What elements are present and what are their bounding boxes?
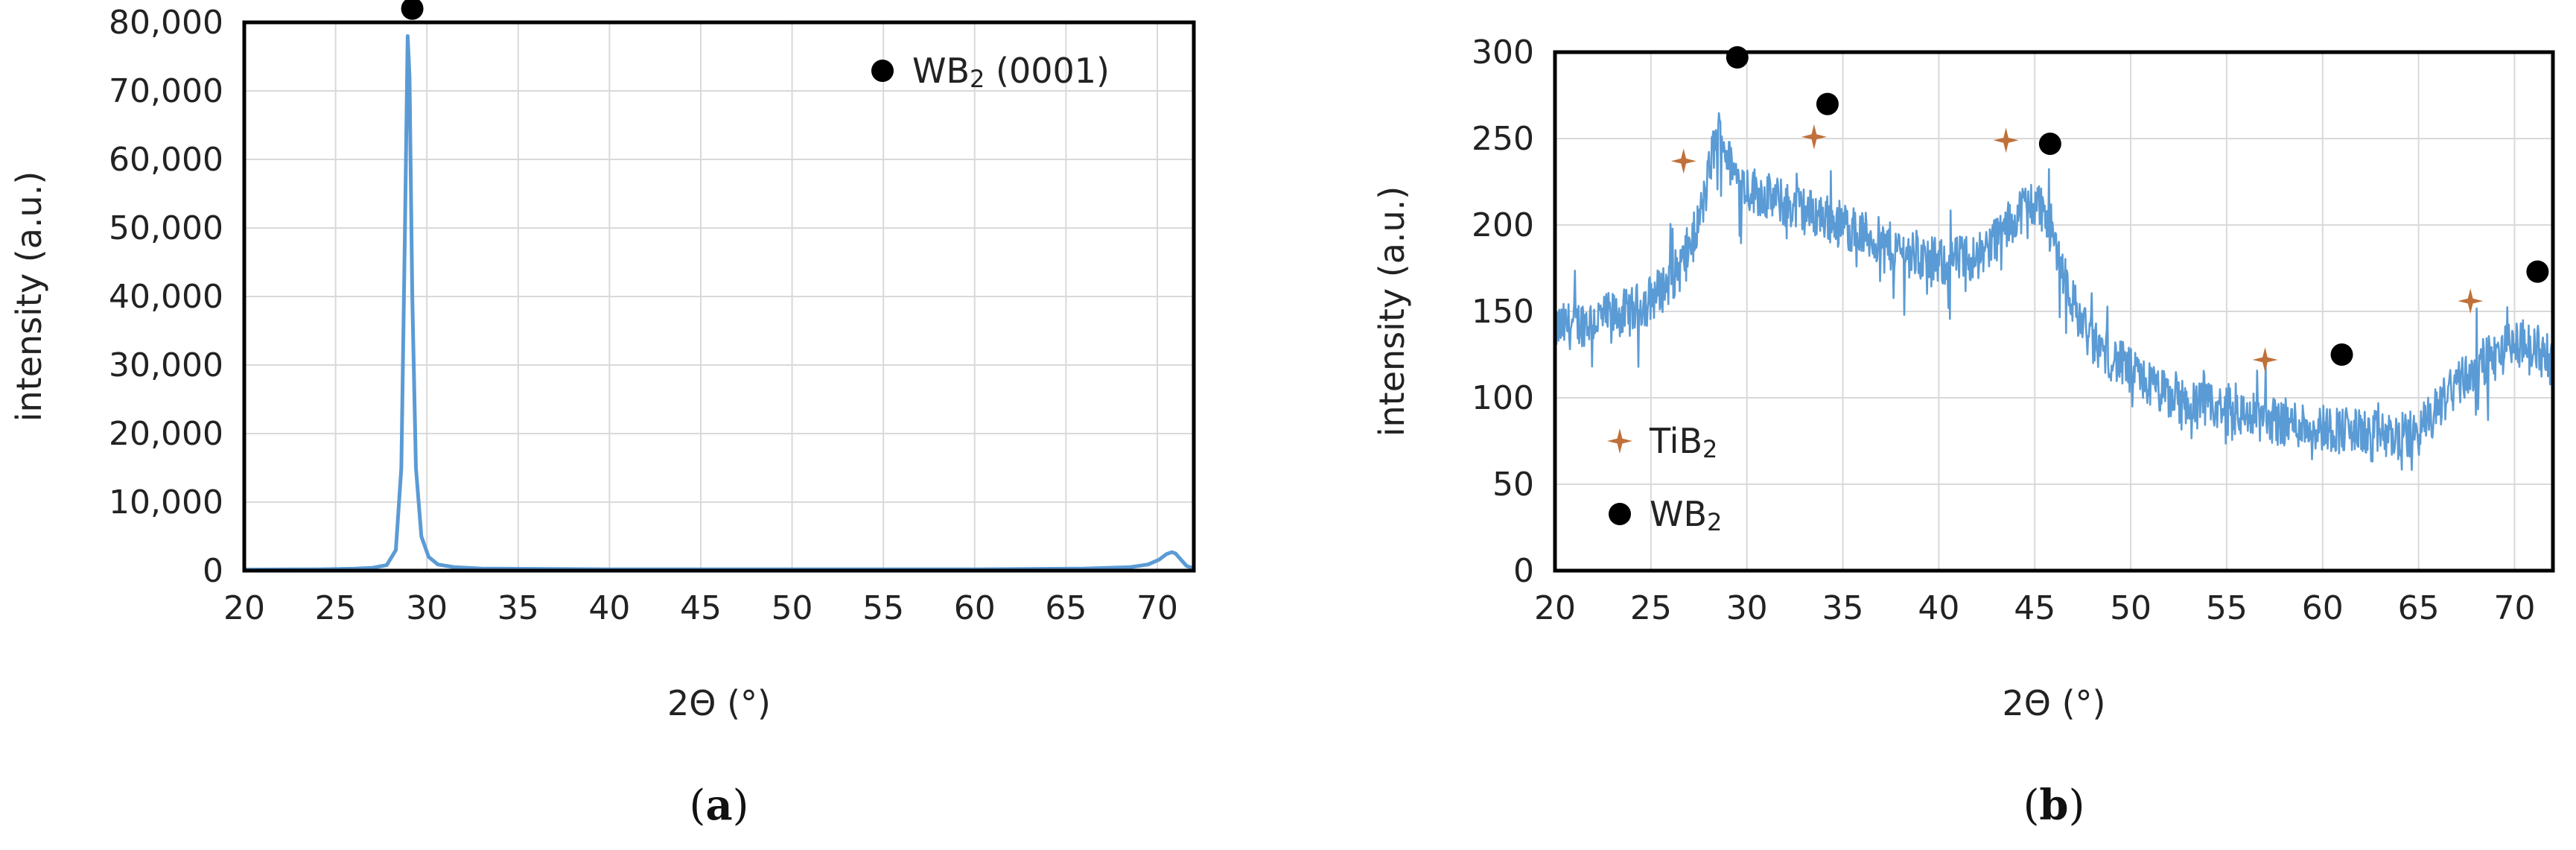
chart-b: 20 25 30 35 40 45 50 55 60 65 70 0 50 100 150 200 250 300… — [1372, 34, 2555, 830]
x-tick-label: 30 — [406, 589, 448, 627]
y-tick-label: 0 — [1513, 552, 1534, 590]
plot-frame — [1553, 50, 2555, 573]
x-tick-label: 40 — [588, 589, 630, 627]
star-marker-icon — [1607, 428, 1632, 454]
legend-label: TiB2 — [1649, 421, 1717, 463]
tib2-peak-marker — [1801, 124, 1827, 150]
x-tick-label: 20 — [223, 589, 265, 627]
y-tick-label: 100 — [1472, 379, 1534, 417]
circle-marker-icon — [871, 60, 894, 82]
y-tick-label: 70,000 — [109, 72, 223, 110]
x-tick-label: 50 — [2110, 589, 2152, 627]
subfigure-caption: (a) — [689, 781, 748, 830]
subfigure-caption: (b) — [2023, 781, 2085, 830]
y-tick-label: 200 — [1472, 206, 1534, 244]
y-tick-label: 150 — [1472, 293, 1534, 331]
x-tick-label: 70 — [1136, 589, 1178, 627]
x-tick-label: 35 — [497, 589, 539, 627]
wb2-peak-marker — [401, 0, 424, 20]
x-axis-title: 2Θ (°) — [667, 683, 771, 723]
y-axis-title: intensity (a.u.) — [1372, 186, 1412, 437]
y-tick-label: 50,000 — [109, 209, 223, 247]
x-tick-label: 40 — [1918, 589, 1959, 627]
tib2-peak-marker — [1993, 127, 2019, 153]
chart-a: 20 25 30 35 40 45 50 55 60 65 70 0 10,000 20,000 30,00… — [9, 0, 1196, 830]
x-tick-label: 70 — [2493, 589, 2535, 627]
x-axis-title: 2Θ (°) — [2003, 683, 2106, 723]
tib2-peak-marker — [2458, 288, 2484, 314]
legend-label: WB2 — [1650, 494, 1722, 536]
tib2-peak-marker — [1670, 148, 1696, 174]
wb2-peak-marker — [1726, 45, 1749, 69]
y-tick-label: 30,000 — [109, 346, 223, 384]
x-tick-label: 45 — [680, 589, 722, 627]
x-tick-label: 55 — [2206, 589, 2248, 627]
plot-frame — [242, 20, 1196, 573]
y-tick-label: 50 — [1492, 466, 1534, 504]
x-tick-label: 65 — [2398, 589, 2440, 627]
tib2-peak-marker — [2252, 347, 2278, 372]
x-tick-label: 50 — [772, 589, 813, 627]
y-axis-title: intensity (a.u.) — [9, 171, 49, 422]
x-tick-label: 30 — [1726, 589, 1768, 627]
x-tick-label: 35 — [1822, 589, 1864, 627]
circle-marker-icon — [1609, 503, 1631, 525]
y-tick-label: 60,000 — [109, 141, 223, 179]
y-tick-label: 300 — [1472, 34, 1534, 72]
wb2-peak-marker — [2526, 260, 2549, 283]
series-line — [244, 34, 1195, 572]
x-tick-label: 25 — [1630, 589, 1672, 627]
y-tick-label: 80,000 — [109, 4, 223, 42]
x-tick-label: 60 — [954, 589, 996, 627]
y-tick-label: 10,000 — [109, 483, 223, 521]
x-tick-label: 55 — [862, 589, 904, 627]
y-tick-label: 40,000 — [109, 278, 223, 316]
x-tick-label: 20 — [1534, 589, 1576, 627]
y-tick-label: 250 — [1472, 120, 1534, 158]
x-tick-label: 45 — [2014, 589, 2055, 627]
x-tick-label: 25 — [315, 589, 357, 627]
legend-entry: WB2 (0001) — [871, 51, 1110, 93]
x-tick-label: 65 — [1045, 589, 1087, 627]
y-tick-label: 20,000 — [109, 415, 223, 453]
wb2-peak-marker — [1816, 92, 1839, 115]
x-tick-label: 60 — [2302, 589, 2344, 627]
y-tick-label: 0 — [203, 552, 223, 590]
legend-label: WB2 (0001) — [912, 51, 1110, 93]
wb2-peak-marker — [2038, 132, 2061, 155]
legend-entry: TiB2 — [1607, 421, 1717, 463]
series-line — [1553, 112, 2554, 472]
legend-entry: WB2 — [1609, 494, 1722, 536]
wb2-peak-marker — [2330, 343, 2353, 366]
